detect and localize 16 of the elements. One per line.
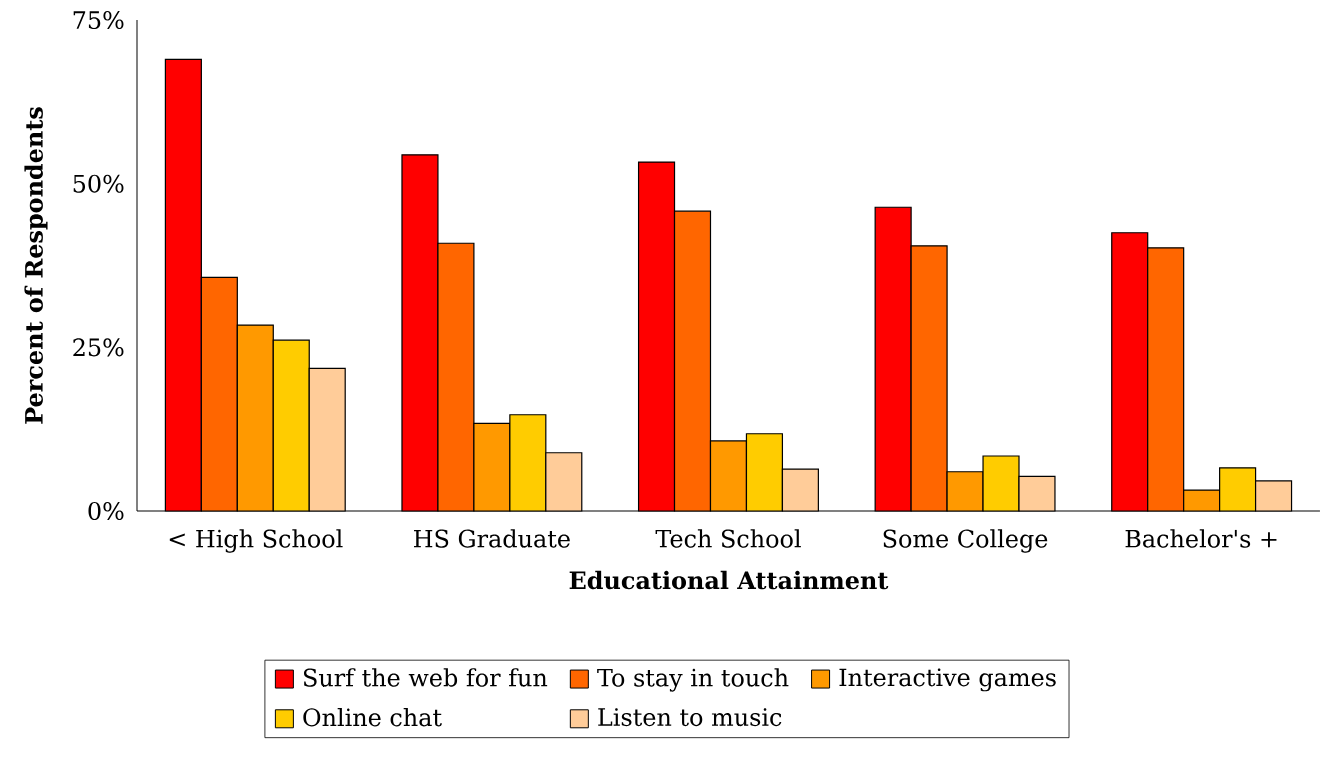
legend-label: Online chat	[303, 707, 442, 727]
y-axis-title: Percent of Respondents	[24, 107, 48, 424]
y-tick-label: 25%	[73, 338, 124, 357]
x-tick-label: Some College	[883, 529, 1048, 553]
y-tick-label: 0%	[88, 501, 124, 521]
legend-label: To stay in touch	[597, 668, 789, 692]
x-tick-label: Tech School	[655, 529, 801, 548]
y-tick-label: 75%	[73, 10, 124, 30]
legend-label: Listen to music	[598, 708, 782, 727]
x-tick-label: Bachelor's +	[1125, 529, 1277, 548]
y-tick-label: 50%	[73, 174, 124, 193]
x-tick-label: < High School	[169, 529, 343, 553]
legend-label: Interactive games	[839, 668, 1056, 692]
x-axis-title: Educational Attainment	[569, 570, 889, 590]
x-tick-label: HS Graduate	[414, 529, 570, 548]
legend-label: Surf the web for fun	[303, 668, 548, 687]
